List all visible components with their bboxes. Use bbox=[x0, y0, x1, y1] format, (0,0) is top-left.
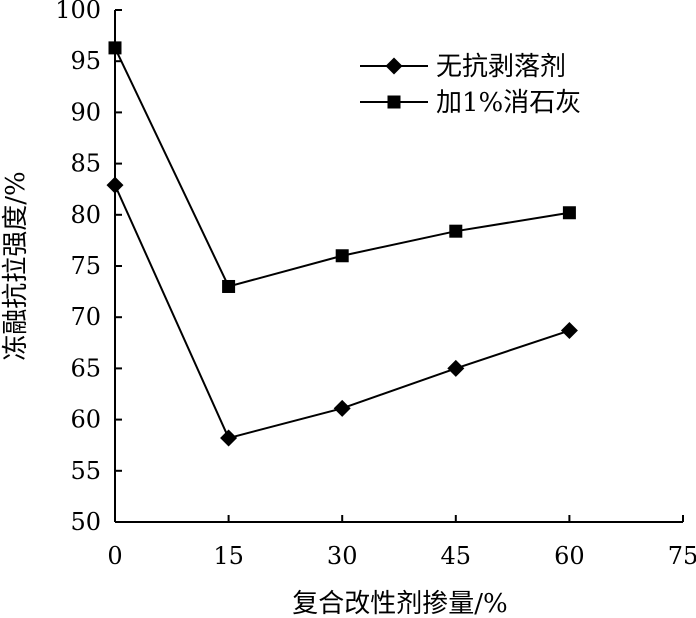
data-point-square bbox=[335, 249, 349, 263]
legend-item: 无抗剥落剂 bbox=[360, 52, 566, 82]
data-point-square bbox=[108, 41, 122, 55]
y-tick-label: 85 bbox=[70, 150, 101, 178]
legend-marker-diamond bbox=[385, 57, 403, 75]
y-tick-label: 80 bbox=[70, 201, 101, 229]
y-tick-label: 65 bbox=[70, 354, 101, 382]
series-2 bbox=[108, 41, 576, 293]
x-axis-title: 复合改性剂掺量/% bbox=[292, 589, 507, 618]
legend-item: 加1%消石灰 bbox=[360, 88, 581, 118]
axes bbox=[114, 10, 683, 523]
y-tick-label: 75 bbox=[70, 252, 101, 280]
data-point-square bbox=[449, 224, 463, 238]
y-tick-label: 60 bbox=[70, 406, 101, 434]
y-axis-title: 冻融抗拉强度/% bbox=[1, 171, 31, 360]
x-tick-label: 75 bbox=[668, 542, 696, 570]
series-layer bbox=[106, 41, 578, 447]
legend-label: 加1%消石灰 bbox=[436, 88, 581, 118]
y-ticks: 50 55 60 65 70 75 80 85 90 95 100 bbox=[55, 0, 122, 536]
x-tick-label: 15 bbox=[213, 542, 244, 570]
data-point-diamond bbox=[333, 399, 351, 417]
data-point-diamond bbox=[447, 359, 465, 377]
y-tick-label: 100 bbox=[55, 0, 101, 24]
y-tick-label: 95 bbox=[70, 47, 101, 75]
data-point-square bbox=[562, 206, 576, 220]
x-tick-label: 60 bbox=[554, 542, 585, 570]
legend-marker-square bbox=[387, 95, 401, 109]
x-ticks: 0 15 30 45 60 75 bbox=[107, 515, 696, 570]
y-tick-label: 50 bbox=[70, 508, 101, 536]
x-tick-label: 0 bbox=[107, 542, 122, 570]
data-point-diamond bbox=[106, 176, 124, 194]
y-tick-label: 55 bbox=[70, 457, 101, 485]
data-point-diamond bbox=[220, 429, 238, 447]
y-tick-label: 70 bbox=[70, 303, 101, 331]
x-tick-label: 45 bbox=[441, 542, 472, 570]
legend-label: 无抗剥落剂 bbox=[436, 52, 566, 82]
series-1 bbox=[106, 176, 578, 447]
data-point-diamond bbox=[560, 322, 578, 340]
data-point-square bbox=[222, 279, 236, 293]
y-tick-label: 90 bbox=[70, 98, 101, 126]
x-tick-label: 30 bbox=[327, 542, 358, 570]
